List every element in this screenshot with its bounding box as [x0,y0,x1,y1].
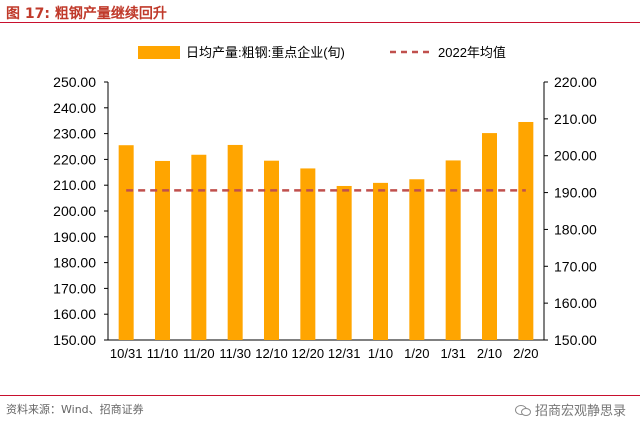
figure-title: 图 17: 粗钢产量继续回升 [6,3,167,23]
y-left-tick-label: 250.00 [53,74,96,90]
watermark: 招商宏观静思录 [514,400,626,419]
figure-label: 图 17: [6,6,50,22]
y-right-tick-label: 180.00 [554,221,597,237]
legend-label-bar: 日均产量:粗钢:重点企业(旬) [186,45,345,60]
bar [155,160,170,340]
x-tick-label: 1/10 [368,346,393,361]
y-left-tick-label: 180.00 [53,255,96,271]
x-tick-label: 10/31 [110,346,143,361]
watermark-text: 招商宏观静思录 [534,404,626,419]
x-tick-label: 1/20 [404,346,429,361]
x-tick-label: 2/10 [477,346,502,361]
y-left-tick-label: 220.00 [53,151,96,167]
x-tick-label: 11/20 [183,346,215,361]
y-left-tick-label: 210.00 [53,177,96,193]
y-right-tick-label: 150.00 [554,332,597,348]
y-left-tick-label: 160.00 [53,306,96,322]
bar [227,144,243,340]
y-left-tick-label: 190.00 [53,229,96,245]
bar [373,182,388,340]
bar [191,154,207,340]
legend-swatch-bar [138,46,180,59]
y-left-tick-label: 170.00 [53,280,96,296]
y-right-tick-label: 200.00 [554,148,597,164]
bar [482,133,497,340]
x-tick-label: 12/10 [255,346,288,361]
y-right-tick-label: 210.00 [554,111,597,127]
bar [336,185,352,340]
bar [300,168,316,340]
source-note: 资料来源：Wind、招商证券 [6,403,144,416]
wechat-icon [514,404,531,416]
source-rule [0,395,640,396]
y-right-tick-label: 220.00 [554,74,597,90]
x-tick-label: 12/31 [328,346,361,361]
x-tick-label: 11/30 [219,346,251,361]
x-tick-label: 11/10 [147,346,179,361]
bar [264,160,279,340]
y-right-tick-label: 170.00 [554,258,597,274]
figure-title-text: 粗钢产量继续回升 [54,6,167,22]
y-left-tick-label: 200.00 [53,203,96,219]
title-rule [0,22,640,23]
x-tick-label: 12/20 [292,346,325,361]
x-tick-label: 2/20 [513,346,538,361]
x-tick-label: 1/31 [441,346,466,361]
y-right-tick-label: 160.00 [554,295,597,311]
bar [118,145,134,340]
y-right-tick-label: 190.00 [554,185,597,201]
bar [445,160,461,340]
y-left-tick-label: 240.00 [53,100,96,116]
y-left-tick-label: 150.00 [53,332,96,348]
bar [409,179,425,340]
legend-label-line: 2022年均值 [438,45,506,60]
bar [518,121,534,341]
y-left-tick-label: 230.00 [53,126,96,142]
